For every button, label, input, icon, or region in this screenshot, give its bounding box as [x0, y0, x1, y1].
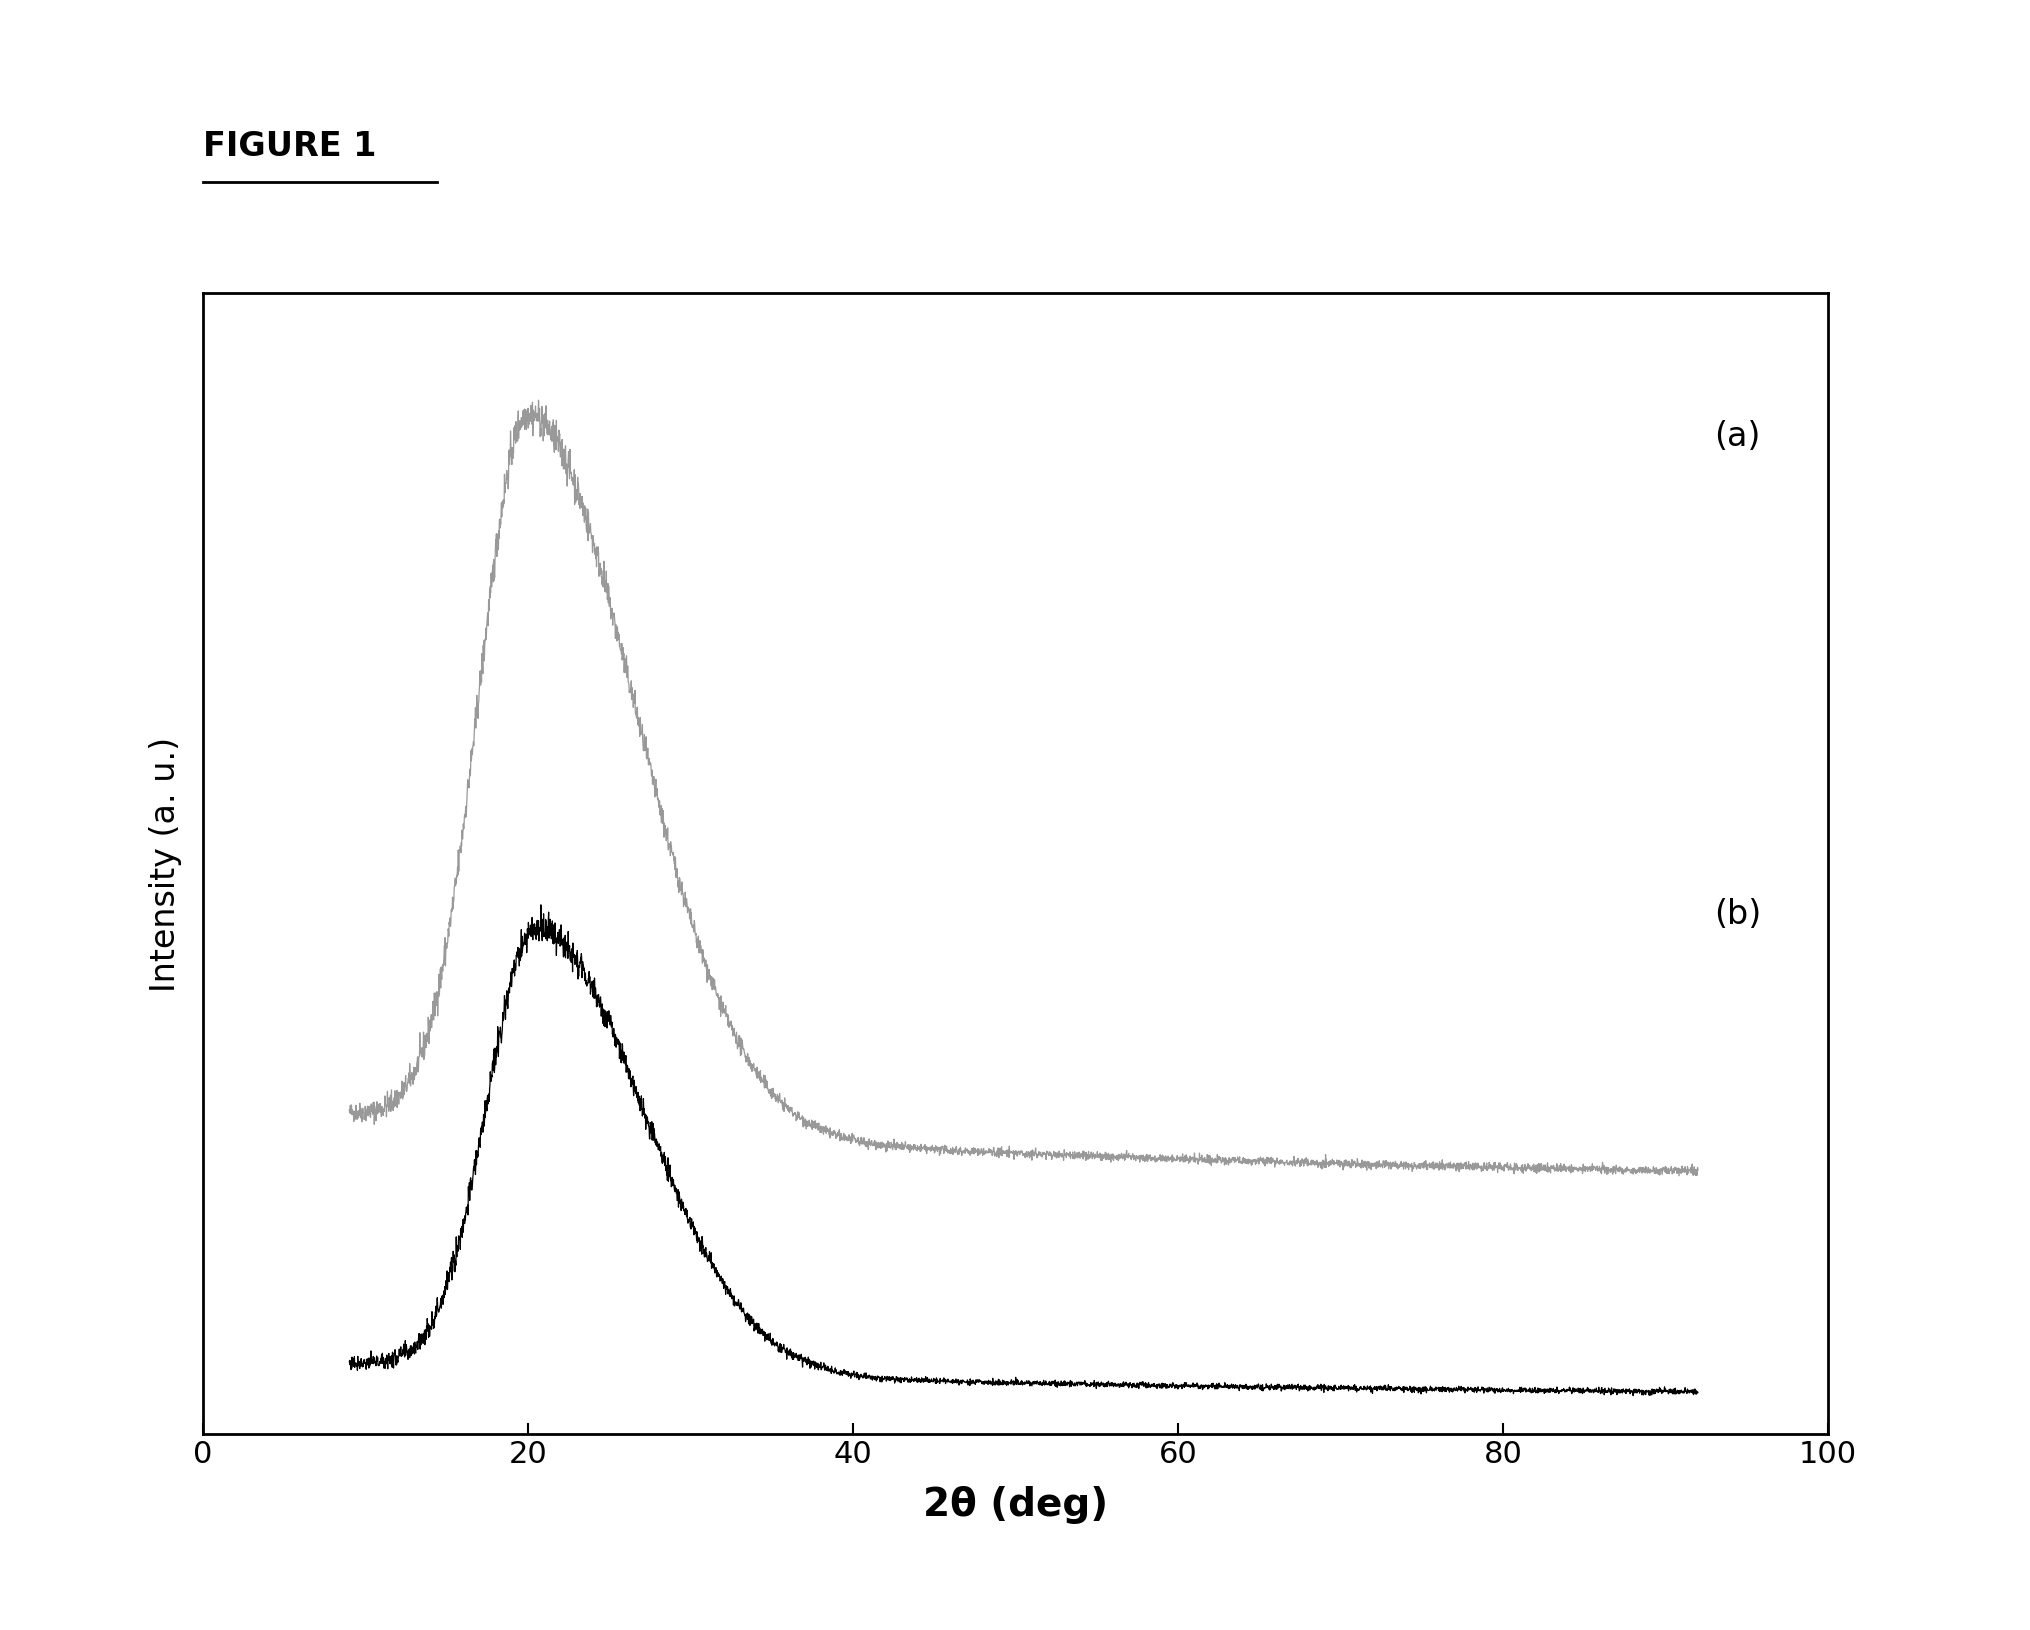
Text: FIGURE 1: FIGURE 1: [203, 130, 376, 163]
Text: (a): (a): [1713, 419, 1760, 453]
Text: (b): (b): [1713, 898, 1760, 931]
X-axis label: 2θ (deg): 2θ (deg): [922, 1485, 1108, 1522]
Y-axis label: Intensity (a. u.): Intensity (a. u.): [148, 737, 183, 991]
